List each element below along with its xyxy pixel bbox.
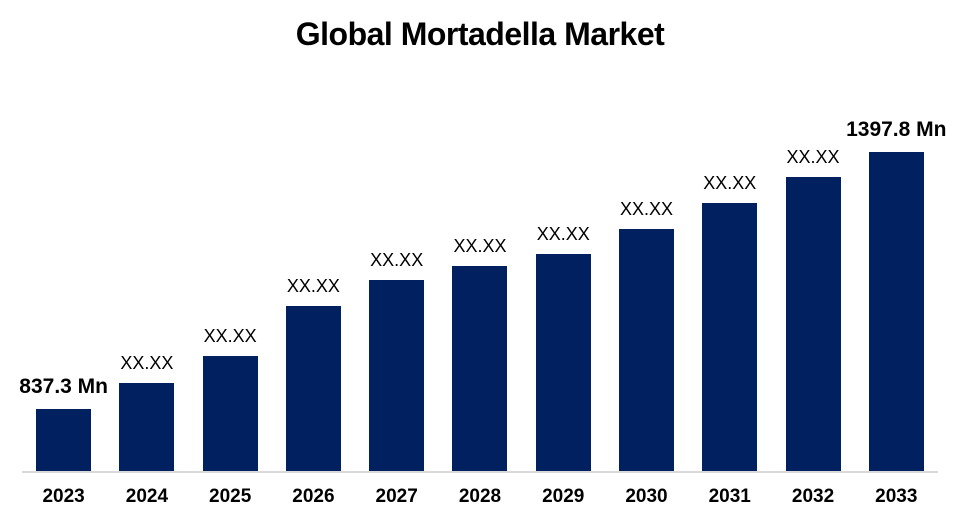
bar-column: XX.XX <box>771 148 854 472</box>
bar-2032 <box>785 177 841 472</box>
bar-column: XX.XX <box>189 327 272 472</box>
bar-value-label: XX.XX <box>120 353 174 373</box>
bar-2026 <box>285 306 341 472</box>
bar-column: XX.XX <box>688 174 771 472</box>
bar-value-label: XX.XX <box>619 199 673 219</box>
bar-value-label: XX.XX <box>786 147 840 167</box>
bar-column: XX.XX <box>522 225 605 472</box>
bar-2024 <box>119 383 175 472</box>
bar-column: XX.XX <box>438 237 521 472</box>
bar-value-label: 1397.8 Mn <box>846 118 947 141</box>
bar-column: XX.XX <box>105 354 188 472</box>
x-axis-label-2031: 2031 <box>708 486 751 507</box>
bar-value-label: XX.XX <box>286 276 340 296</box>
bar-2023 <box>36 409 92 472</box>
bar-2031 <box>702 203 758 472</box>
x-axis-label-2030: 2030 <box>625 486 668 507</box>
bar-2030 <box>618 229 674 472</box>
bar-2028 <box>452 266 508 472</box>
x-axis-line <box>22 471 938 473</box>
bar-2029 <box>535 254 591 472</box>
x-axis-label-2028: 2028 <box>458 486 502 507</box>
x-axis-label-2024: 2024 <box>125 486 169 507</box>
bars-row: 837.3 Mn XX.XX XX.XX XX.XX XX.XX XX.XX X… <box>19 0 946 472</box>
bar-value-label: XX.XX <box>370 250 424 270</box>
bar-value-label: XX.XX <box>536 224 590 244</box>
bar-value-label: XX.XX <box>453 236 507 256</box>
bar-value-label: 837.3 Mn <box>19 375 108 398</box>
x-axis-label-2026: 2026 <box>292 486 335 507</box>
x-axis-label-2029: 2029 <box>542 486 585 507</box>
x-axis-labels: 2023 2024 2025 2026 2027 2028 2029 2030 … <box>22 486 938 508</box>
bar-column: XX.XX <box>272 277 355 472</box>
plot-area: 837.3 Mn XX.XX XX.XX XX.XX XX.XX XX.XX X… <box>19 0 946 525</box>
x-axis-label-2027: 2027 <box>375 486 418 507</box>
bar-column: 837.3 Mn <box>19 375 108 472</box>
bar-2033 <box>868 152 924 472</box>
bar-2025 <box>202 356 258 472</box>
chart-title: Global Mortadella Market <box>295 16 665 52</box>
x-axis-label-2033: 2033 <box>875 486 918 507</box>
bar-column: XX.XX <box>355 251 438 472</box>
bar-value-label: XX.XX <box>203 326 257 346</box>
x-axis-label-2025: 2025 <box>209 486 252 507</box>
bar-column: XX.XX <box>605 200 688 472</box>
bar-column: 1397.8 Mn <box>846 119 946 472</box>
x-axis-label-2032: 2032 <box>791 486 835 507</box>
bar-2027 <box>369 280 425 472</box>
x-axis-label-2023: 2023 <box>42 486 85 507</box>
bar-value-label: XX.XX <box>703 173 757 193</box>
